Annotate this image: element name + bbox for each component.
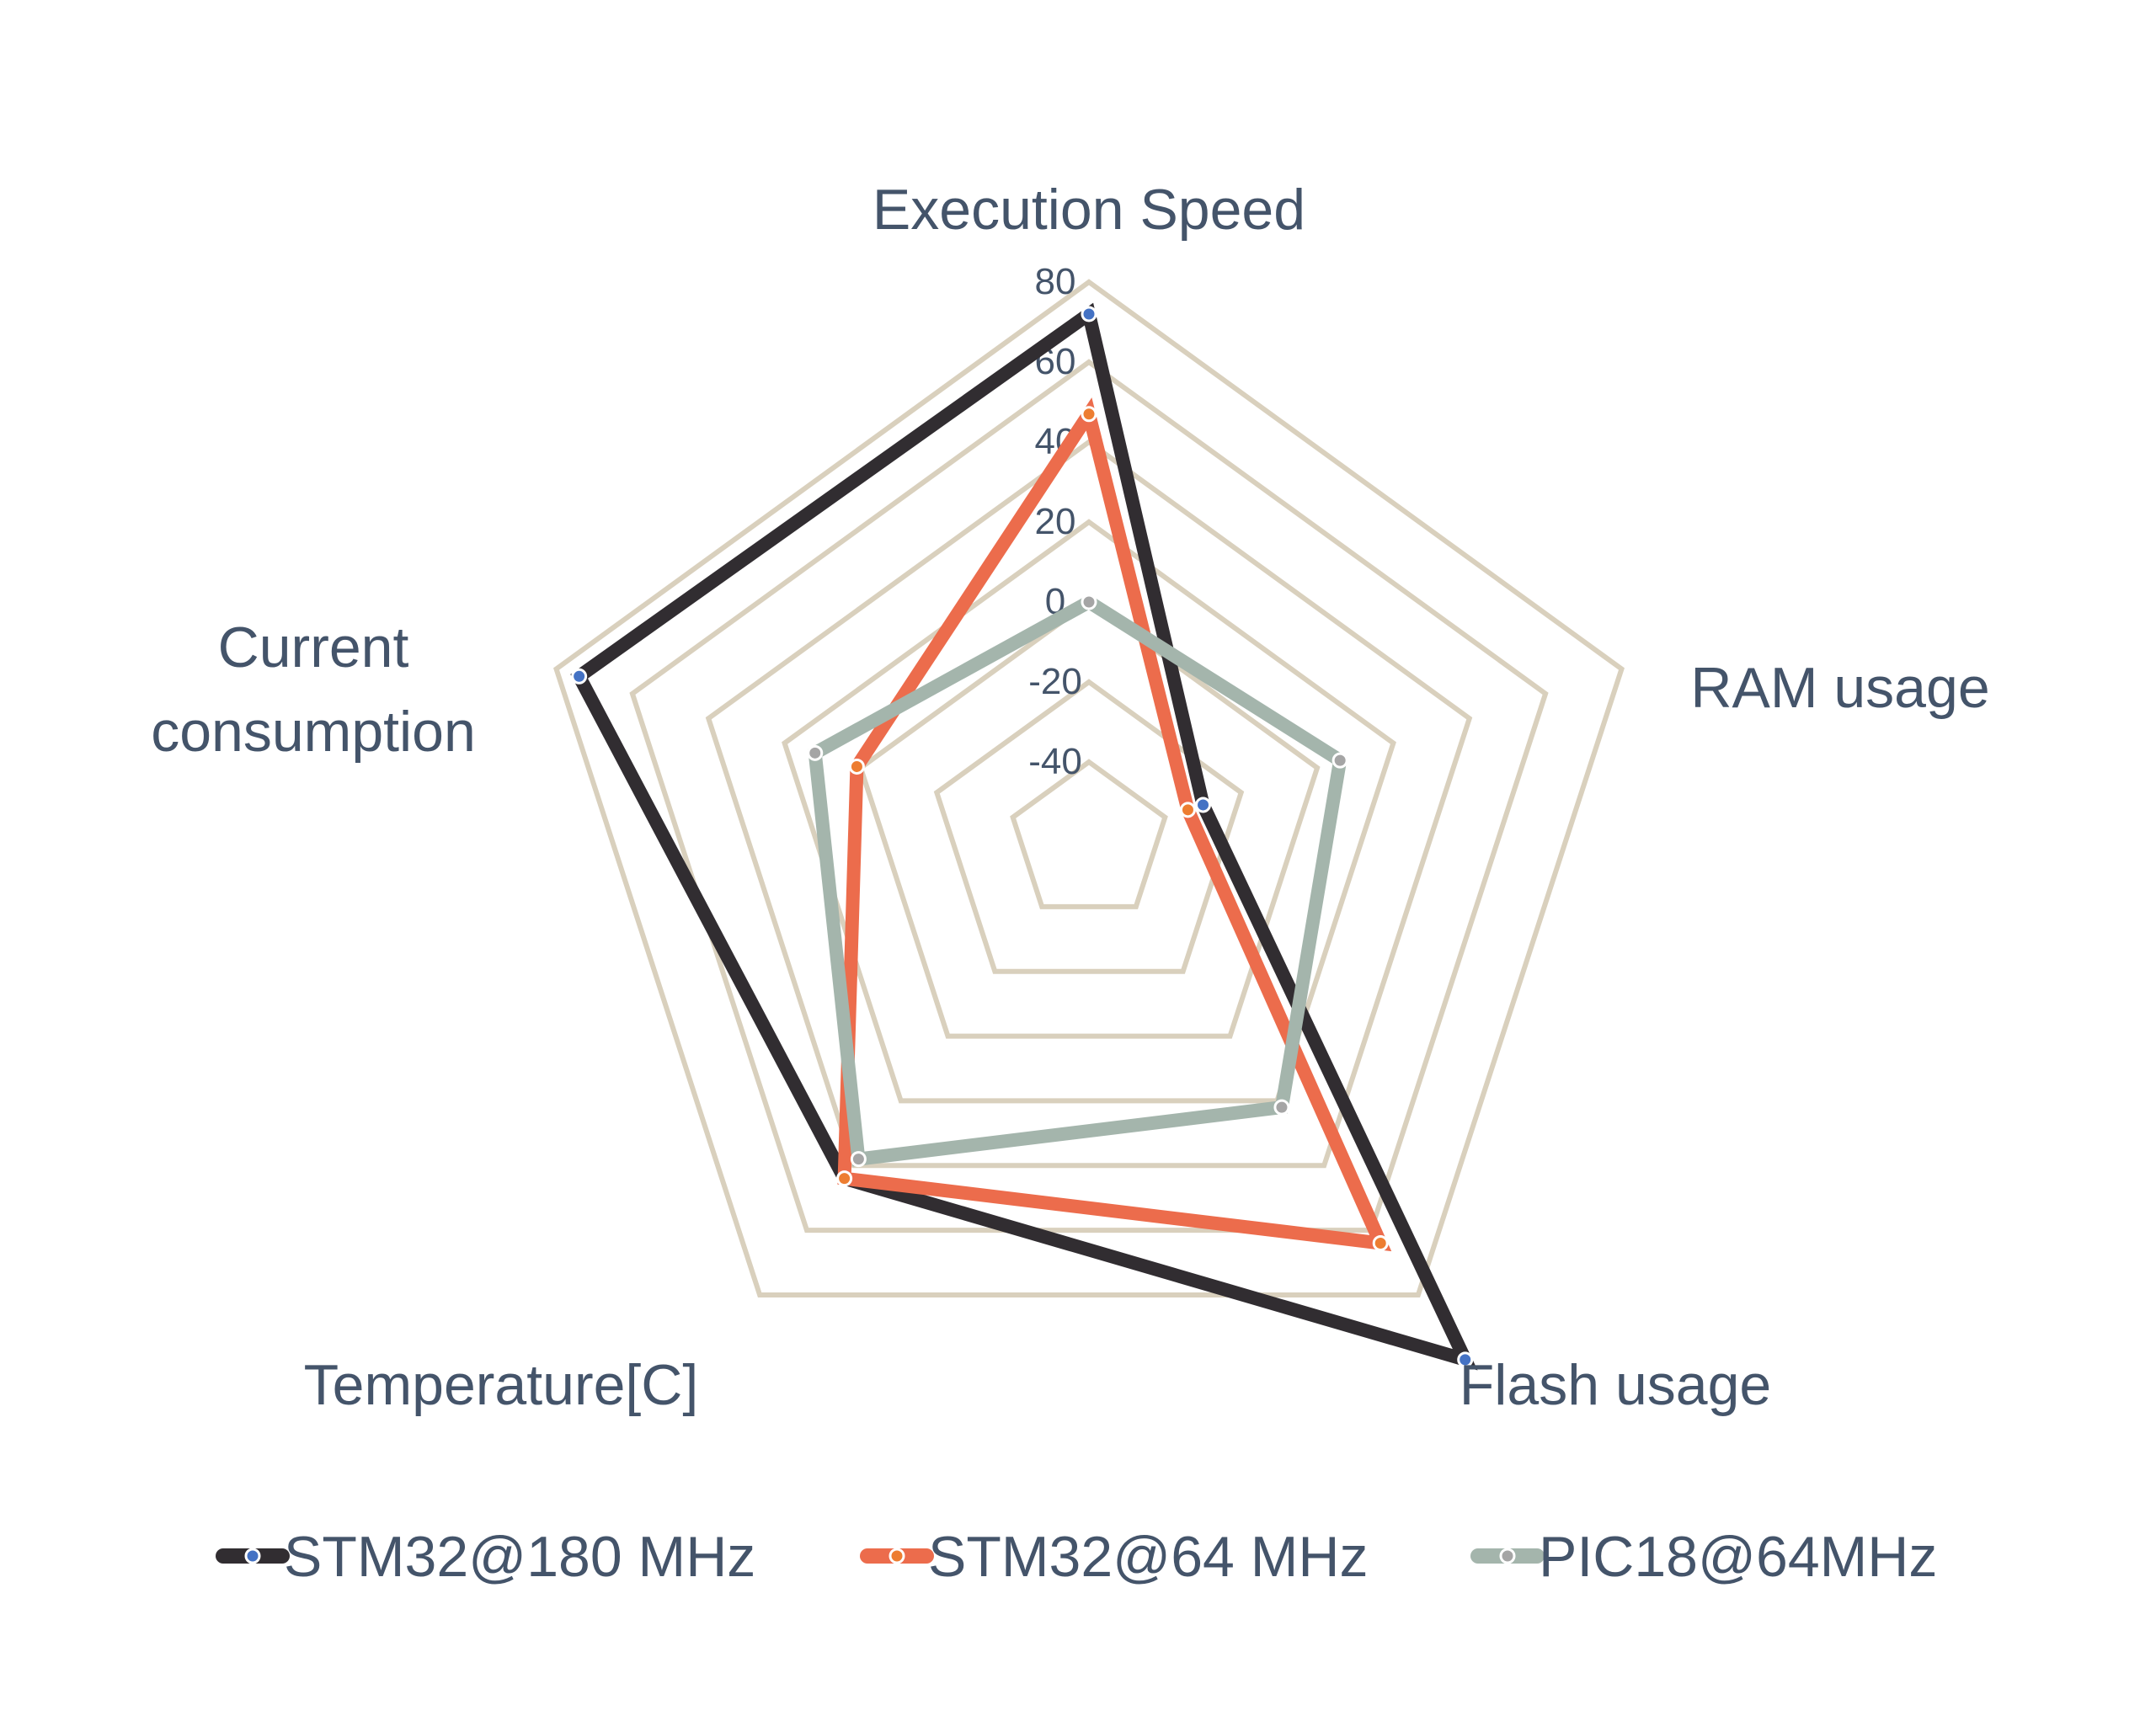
series-3 — [807, 594, 1348, 1168]
category-label: Execution Speed — [873, 178, 1305, 242]
data-point — [1081, 306, 1097, 322]
radar-grid — [553, 279, 1625, 1297]
data-point — [571, 668, 588, 685]
data-point — [1273, 1099, 1290, 1116]
tick-label: -40 — [1028, 741, 1082, 782]
grid-ring — [857, 599, 1321, 1039]
category-labels: Execution Speed RAM usage Flash usage Tempe… — [151, 178, 1989, 1417]
radar-series — [570, 302, 1478, 1371]
grid-ring — [933, 679, 1245, 974]
legend-label: STM32@180 MHz — [284, 1525, 755, 1589]
legend-item: STM32@64 MHz — [860, 1525, 1368, 1589]
tick-label: -20 — [1028, 661, 1082, 702]
category-label: Temperature[C] — [304, 1353, 699, 1417]
grid-ring — [782, 519, 1396, 1104]
data-point — [850, 1151, 867, 1168]
grid-ring — [629, 359, 1549, 1233]
data-point — [1081, 594, 1097, 610]
legend-marker — [889, 1548, 905, 1564]
data-point — [1195, 797, 1212, 813]
legend-item: PIC18@64MHz — [1470, 1525, 1937, 1589]
data-point — [1179, 802, 1196, 818]
category-label: Flash usage — [1460, 1353, 1771, 1417]
series-line — [570, 302, 1478, 1371]
tick-label: 80 — [1035, 261, 1076, 302]
grid-ring — [1010, 759, 1168, 909]
data-point — [836, 1170, 853, 1187]
category-label: RAM usage — [1690, 656, 1989, 720]
data-point — [1331, 752, 1348, 769]
legend-label: PIC18@64MHz — [1539, 1525, 1937, 1589]
grid-ring — [705, 439, 1473, 1169]
series-line — [808, 594, 1348, 1167]
data-point — [848, 758, 865, 775]
legend-item: STM32@180 MHz — [216, 1525, 755, 1589]
data-point — [1081, 406, 1097, 423]
data-point — [1372, 1235, 1389, 1252]
grid-ring — [553, 279, 1625, 1297]
legend-marker — [244, 1548, 261, 1564]
tick-label: 20 — [1035, 501, 1076, 542]
legend-marker — [1499, 1548, 1516, 1564]
category-label: Current consumption — [151, 615, 476, 764]
series-1 — [570, 302, 1478, 1371]
data-point — [807, 744, 824, 761]
legend-label: STM32@64 MHz — [928, 1525, 1368, 1589]
legend: STM32@180 MHz STM32@64 MHz PIC18@64MHz — [216, 1525, 1937, 1589]
data-point — [1457, 1351, 1474, 1368]
